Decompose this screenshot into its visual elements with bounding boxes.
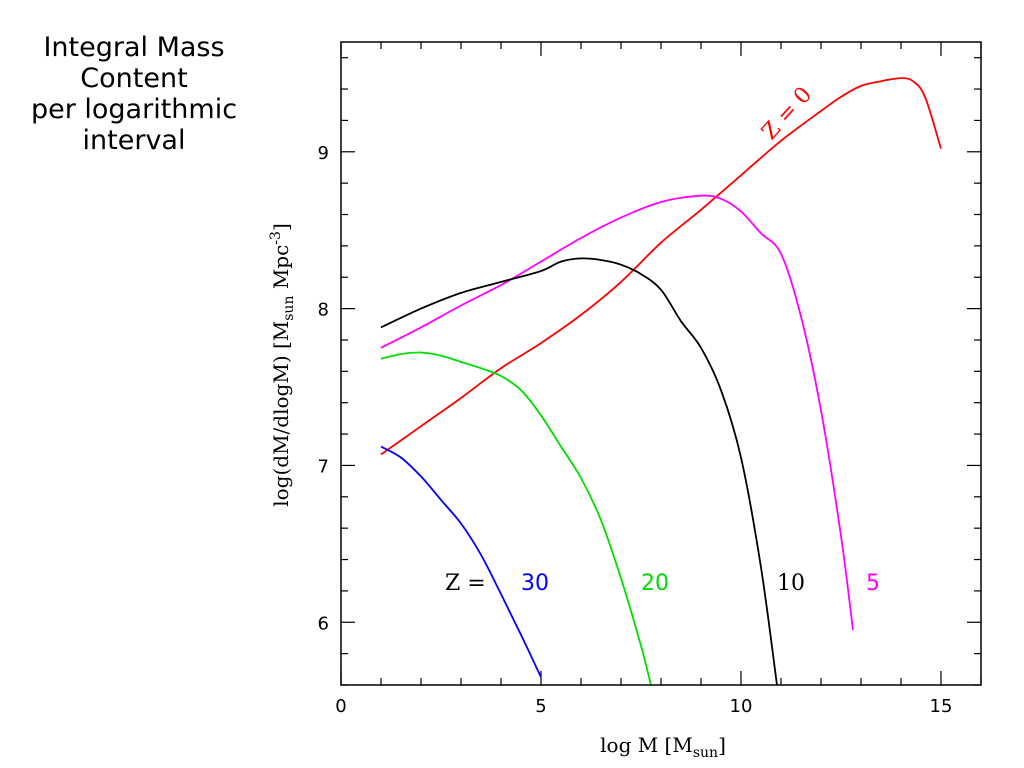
y-tick-label: 6 xyxy=(318,613,329,634)
x-axis-label: log M [Msun] xyxy=(600,733,726,761)
curve-z5 xyxy=(380,194,854,631)
x-tick-label: 10 xyxy=(730,696,753,717)
x-axis-label-close: ] xyxy=(718,733,726,757)
y-tick-label: 8 xyxy=(318,300,329,321)
x-tick-label: 15 xyxy=(930,696,953,717)
z10-label: 10 xyxy=(777,571,805,596)
y-axis-label-sup: -3 xyxy=(268,231,284,245)
y-tick-label: 7 xyxy=(318,456,329,477)
plot-frame xyxy=(340,41,982,686)
z30-label: 30 xyxy=(521,571,549,596)
y-axis-label-main: log(dM/dlogM) [M xyxy=(269,321,293,507)
x-axis-label-sub: sun xyxy=(693,745,718,761)
z20-label: 20 xyxy=(641,571,669,596)
caption-line-1: Integral Mass xyxy=(43,32,225,63)
side-caption: Integral Mass Content per logarithmic in… xyxy=(14,32,254,156)
y-tick-label: 9 xyxy=(318,143,329,164)
y-axis-label-mid: Mpc xyxy=(269,245,293,296)
caption-line-4: interval xyxy=(82,125,186,156)
x-axis-label-main: log M [M xyxy=(600,733,693,757)
x-tick-label: 5 xyxy=(535,696,546,717)
curve-z10 xyxy=(380,257,778,686)
y-axis-label: log(dM/dlogM) [Msun Mpc-3] xyxy=(268,223,297,507)
z5-label: 5 xyxy=(866,571,880,596)
curves xyxy=(380,77,942,686)
y-axis-label-close: ] xyxy=(269,223,293,231)
tick-labels: 0 5 10 15 6 7 8 9 xyxy=(318,143,953,717)
curve-z0 xyxy=(380,77,942,456)
y-axis-label-sub: sun xyxy=(281,296,297,321)
x-tick-label: 0 xyxy=(335,696,346,717)
curve-z20 xyxy=(380,351,652,686)
caption-line-2: Content xyxy=(80,63,188,94)
curve-z30 xyxy=(380,445,542,678)
caption-line-3: per logarithmic xyxy=(30,94,238,125)
z-prefix-label: Z = xyxy=(445,571,486,596)
